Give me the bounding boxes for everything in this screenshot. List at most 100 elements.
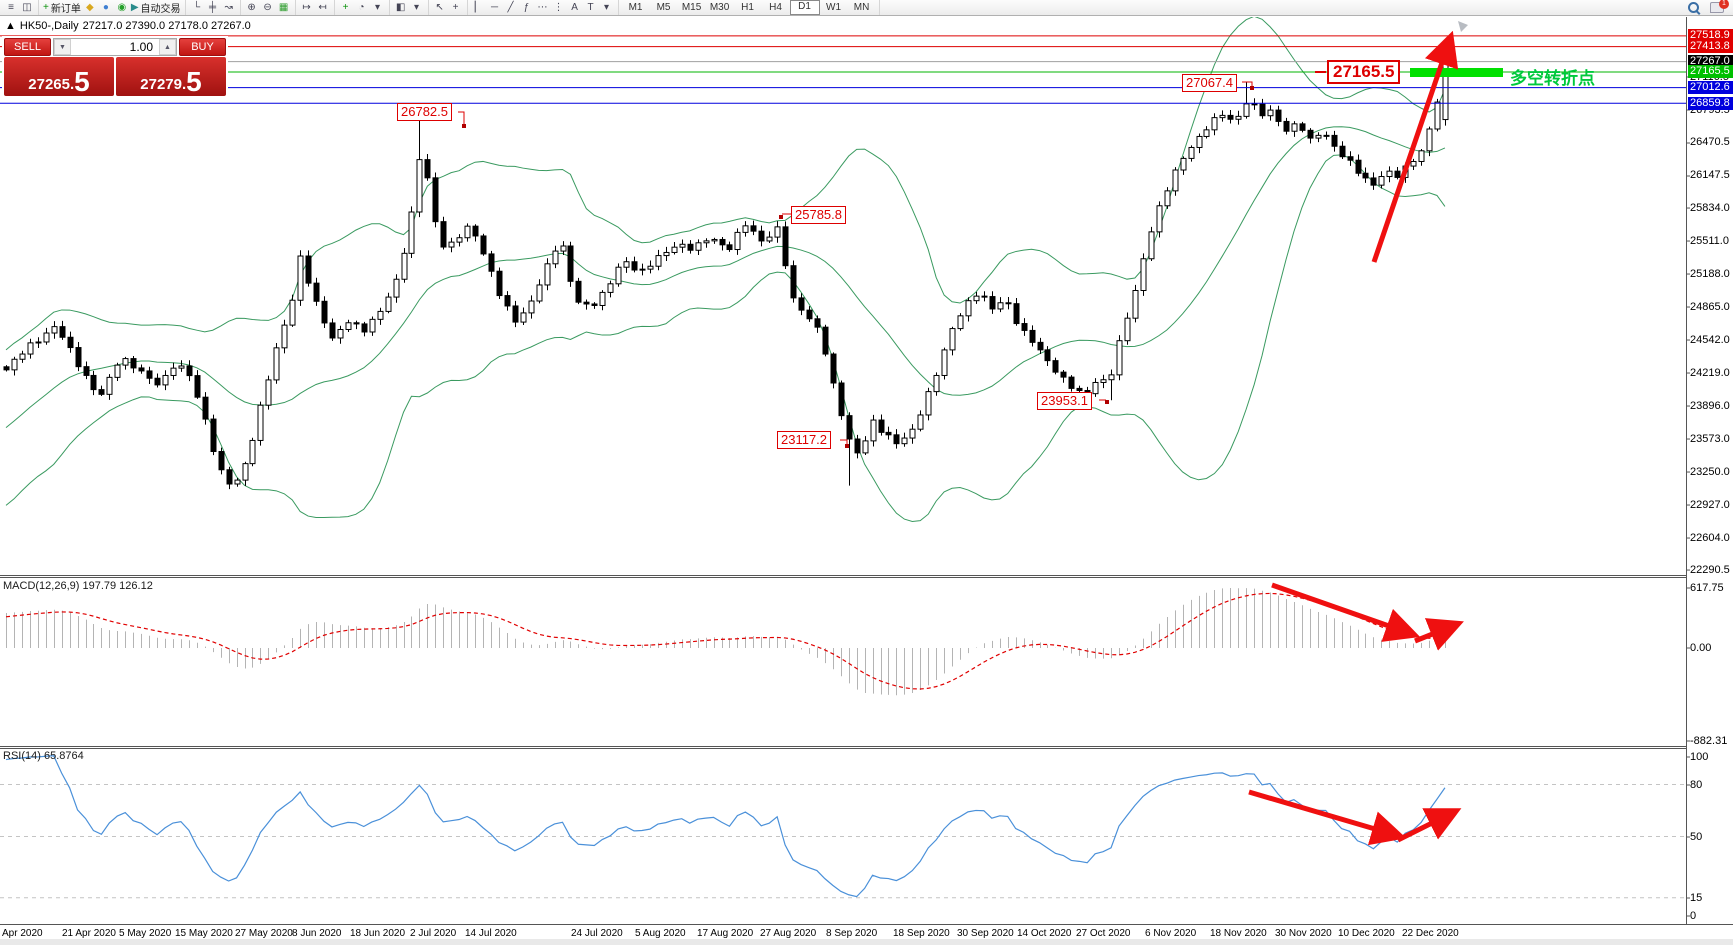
vertical-line-icon[interactable]: ▏	[472, 1, 486, 14]
toolbar: ≡ ◫ + 新订单 ◆ ● ◉ ▶ 自动交易 └ ╪ ↝ ⊕ ⊖ ▦ ↦ ↤ + ◔ ▾ ◧ ▾ ↖ + ▏ ─ ╱ ƒ ⋯ ⋮ A T ▾ M1…	[0, 0, 1733, 16]
text-label-icon[interactable]: T	[584, 1, 598, 14]
metaeditor-icon[interactable]: ◆	[83, 1, 97, 14]
fibonacci-icon: ƒ	[523, 2, 530, 13]
price-axis-label: 22604.0	[1690, 531, 1730, 544]
buy-price-big-digit: 5	[186, 65, 202, 97]
timeframe-m15-button[interactable]: M15	[681, 2, 702, 13]
rsi-plot	[0, 755, 1686, 899]
periods-dropdown-icon: ◔	[358, 2, 365, 13]
price-axis-label: 23573.0	[1690, 432, 1730, 445]
horizontal-line-icon: ─	[491, 2, 499, 13]
channel-f-icon[interactable]: ⋮	[552, 1, 566, 14]
sell-price-big-digit: 5	[74, 65, 90, 97]
timeframe-m30-button[interactable]: M30	[709, 2, 730, 13]
periods-dropdown-icon[interactable]: ◔	[355, 1, 369, 14]
fibonacci-icon[interactable]: ƒ	[520, 1, 534, 14]
price-axis-label: 25188.0	[1690, 267, 1730, 280]
candlestick-chart-icon[interactable]: ╪	[206, 1, 220, 14]
chart-title: ▲ HK50-,Daily 27217.0 27390.0 27178.0 2726…	[5, 20, 255, 32]
price-callout-25785.8[interactable]: 25785.8	[791, 206, 846, 224]
profile-dropdown-icon: ▾	[414, 2, 420, 13]
price-axis-label: 22290.5	[1690, 563, 1730, 576]
date-label: 15 May 2020	[175, 928, 233, 939]
autotrade-button[interactable]: ▶ 自动交易	[130, 1, 181, 15]
trendline-icon[interactable]: ╱	[504, 1, 518, 14]
price-callout-26782.5[interactable]: 26782.5	[397, 103, 452, 121]
date-label: 18 Jun 2020	[350, 928, 406, 939]
price-axis-label: 0.00	[1690, 641, 1712, 654]
profile-dropdown-icon[interactable]: ▾	[410, 1, 424, 14]
chart-shift-icon: ↤	[318, 2, 327, 13]
zoom-out-icon[interactable]: ⊖	[261, 1, 275, 14]
sell-button[interactable]: SELL	[4, 38, 51, 56]
price-axis-label: 617.75	[1690, 581, 1724, 594]
channel-e-icon[interactable]: ⋯	[536, 1, 550, 14]
buy-button[interactable]: BUY	[179, 38, 226, 56]
price-callout-23953.1[interactable]: 23953.1	[1037, 392, 1092, 410]
timeframe-m1-button[interactable]: M1	[628, 2, 643, 13]
price-axis-label: 23896.0	[1690, 399, 1730, 412]
text-icon[interactable]: A	[568, 1, 582, 14]
cursor-icon[interactable]: ↖	[433, 1, 447, 14]
date-label: 30 Nov 2020	[1275, 928, 1332, 939]
zoom-in-icon[interactable]: ⊕	[245, 1, 259, 14]
date-label: 30 Sep 2020	[957, 928, 1014, 939]
date-label: 8 Sep 2020	[826, 928, 878, 939]
signals-icon[interactable]: ◉	[115, 1, 129, 14]
volume-input[interactable]: 1.00	[129, 40, 153, 54]
tile-windows-icon[interactable]: ▦	[277, 1, 291, 14]
timeframe-mn-button[interactable]: MN	[853, 2, 870, 13]
volume-increase-button[interactable]: ▲	[159, 39, 176, 55]
text-label-icon: T	[587, 2, 594, 13]
autotrade-button: ▶	[130, 2, 139, 13]
price-axis-label: 15	[1690, 891, 1703, 904]
timeframe-h4-button[interactable]: H4	[769, 2, 782, 13]
price-axis-label: 22927.0	[1690, 498, 1730, 511]
horizontal-line-icon[interactable]: ─	[488, 1, 502, 14]
collapse-icon[interactable]: ▲	[5, 20, 16, 32]
chart-shift-icon[interactable]: ↤	[316, 1, 330, 14]
candlestick-chart-icon: ╪	[209, 2, 217, 13]
timeframe-w1-button[interactable]: W1	[826, 2, 842, 13]
chart-profile-icon[interactable]: ◧	[394, 1, 408, 14]
add-indicators-icon: +	[342, 2, 349, 13]
bar-chart-icon[interactable]: └	[190, 1, 204, 14]
buy-price-box[interactable]: 27279. 5	[116, 57, 226, 96]
buy-price: 27279.	[140, 75, 187, 93]
price-axis-label: 26859.8	[1688, 96, 1733, 110]
turning-point-label: 多空转折点	[1510, 69, 1595, 88]
publish-icon[interactable]: ●	[99, 1, 113, 14]
metaeditor-icon: ◆	[85, 2, 94, 13]
document-icon[interactable]: ≡	[4, 1, 18, 14]
autotrade-button-label: 自动交易	[140, 4, 181, 15]
notifications-button[interactable]: 1	[1709, 0, 1729, 15]
price-callout-23117.2[interactable]: 23117.2	[777, 431, 832, 449]
rsi-label: RSI(14) 65.8764	[3, 750, 84, 762]
arrows-dropdown-icon[interactable]: ▾	[600, 1, 614, 14]
auto-scroll-icon[interactable]: ↦	[300, 1, 314, 14]
timeframe-m5-button[interactable]: M5	[656, 2, 671, 13]
date-label: 27 Oct 2020	[1076, 928, 1131, 939]
price-axis-label: -882.31	[1690, 734, 1728, 747]
templates-dropdown-icon[interactable]: ▾	[371, 1, 385, 14]
price-callout-27067.4[interactable]: 27067.4	[1182, 74, 1237, 92]
channel-f-icon: ⋮	[553, 2, 564, 13]
line-chart-icon[interactable]: ↝	[222, 1, 236, 14]
arrows-dropdown-icon: ▾	[604, 2, 610, 13]
breakout-price-label[interactable]: 27165.5	[1327, 60, 1401, 84]
volume-decrease-button[interactable]: ▼	[54, 39, 71, 55]
market-watch-icon[interactable]: ◫	[20, 1, 34, 14]
crosshair-icon[interactable]: +	[449, 1, 463, 14]
price-axis-label: 27165.5	[1688, 65, 1733, 79]
sell-price-box[interactable]: 27265. 5	[4, 57, 114, 96]
price-axis-label: 24865.0	[1690, 300, 1730, 313]
timeframe-h1-button[interactable]: H1	[741, 2, 754, 13]
timeframe-d1-button[interactable]: D1	[789, 0, 820, 15]
search-button[interactable]	[1685, 1, 1701, 15]
chart-ohlc-values: 27217.0 27390.0 27178.0 27267.0	[82, 20, 251, 32]
zoom-in-icon: ⊕	[247, 2, 256, 13]
highlight-bar[interactable]	[1410, 68, 1503, 77]
add-indicators-icon[interactable]: +	[339, 1, 353, 14]
new-order-button[interactable]: + 新订单	[43, 1, 81, 15]
